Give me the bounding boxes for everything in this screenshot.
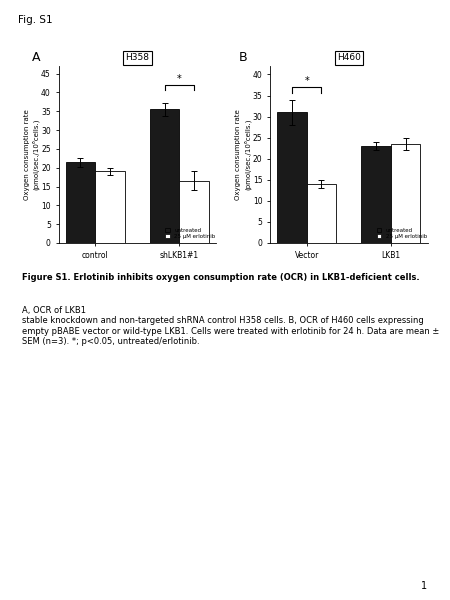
Text: A: A <box>32 51 40 64</box>
Text: Figure S1. Erlotinib inhibits oxygen consumption rate (OCR) in LKB1-deficient ce: Figure S1. Erlotinib inhibits oxygen con… <box>22 273 420 282</box>
Bar <box>95 172 125 243</box>
Bar <box>306 184 336 243</box>
Text: Fig. S1: Fig. S1 <box>18 15 53 25</box>
Title: H460: H460 <box>337 53 361 62</box>
Legend: untreated, 25 μM erlotinib: untreated, 25 μM erlotinib <box>164 227 216 240</box>
Bar <box>361 146 391 243</box>
Text: 1: 1 <box>421 581 428 591</box>
Bar <box>66 162 95 243</box>
Bar <box>391 144 420 243</box>
Legend: untreated, 25 μM erlotinib: untreated, 25 μM erlotinib <box>375 227 428 240</box>
Text: B: B <box>238 51 247 64</box>
Text: *: * <box>304 76 309 86</box>
Text: *: * <box>177 74 182 84</box>
Text: A, OCR of LKB1
stable knockdown and non-targeted shRNA control H358 cells. B, OC: A, OCR of LKB1 stable knockdown and non-… <box>22 306 440 346</box>
Bar <box>150 109 180 243</box>
Title: H358: H358 <box>125 53 149 62</box>
Y-axis label: Oxygen consumption rate
(pmol/sec./10⁶cells.): Oxygen consumption rate (pmol/sec./10⁶ce… <box>235 109 251 200</box>
Bar <box>180 181 209 243</box>
Y-axis label: Oxygen consumption rate
(pmol/sec./10⁶cells.): Oxygen consumption rate (pmol/sec./10⁶ce… <box>24 109 40 200</box>
Bar <box>277 112 306 243</box>
